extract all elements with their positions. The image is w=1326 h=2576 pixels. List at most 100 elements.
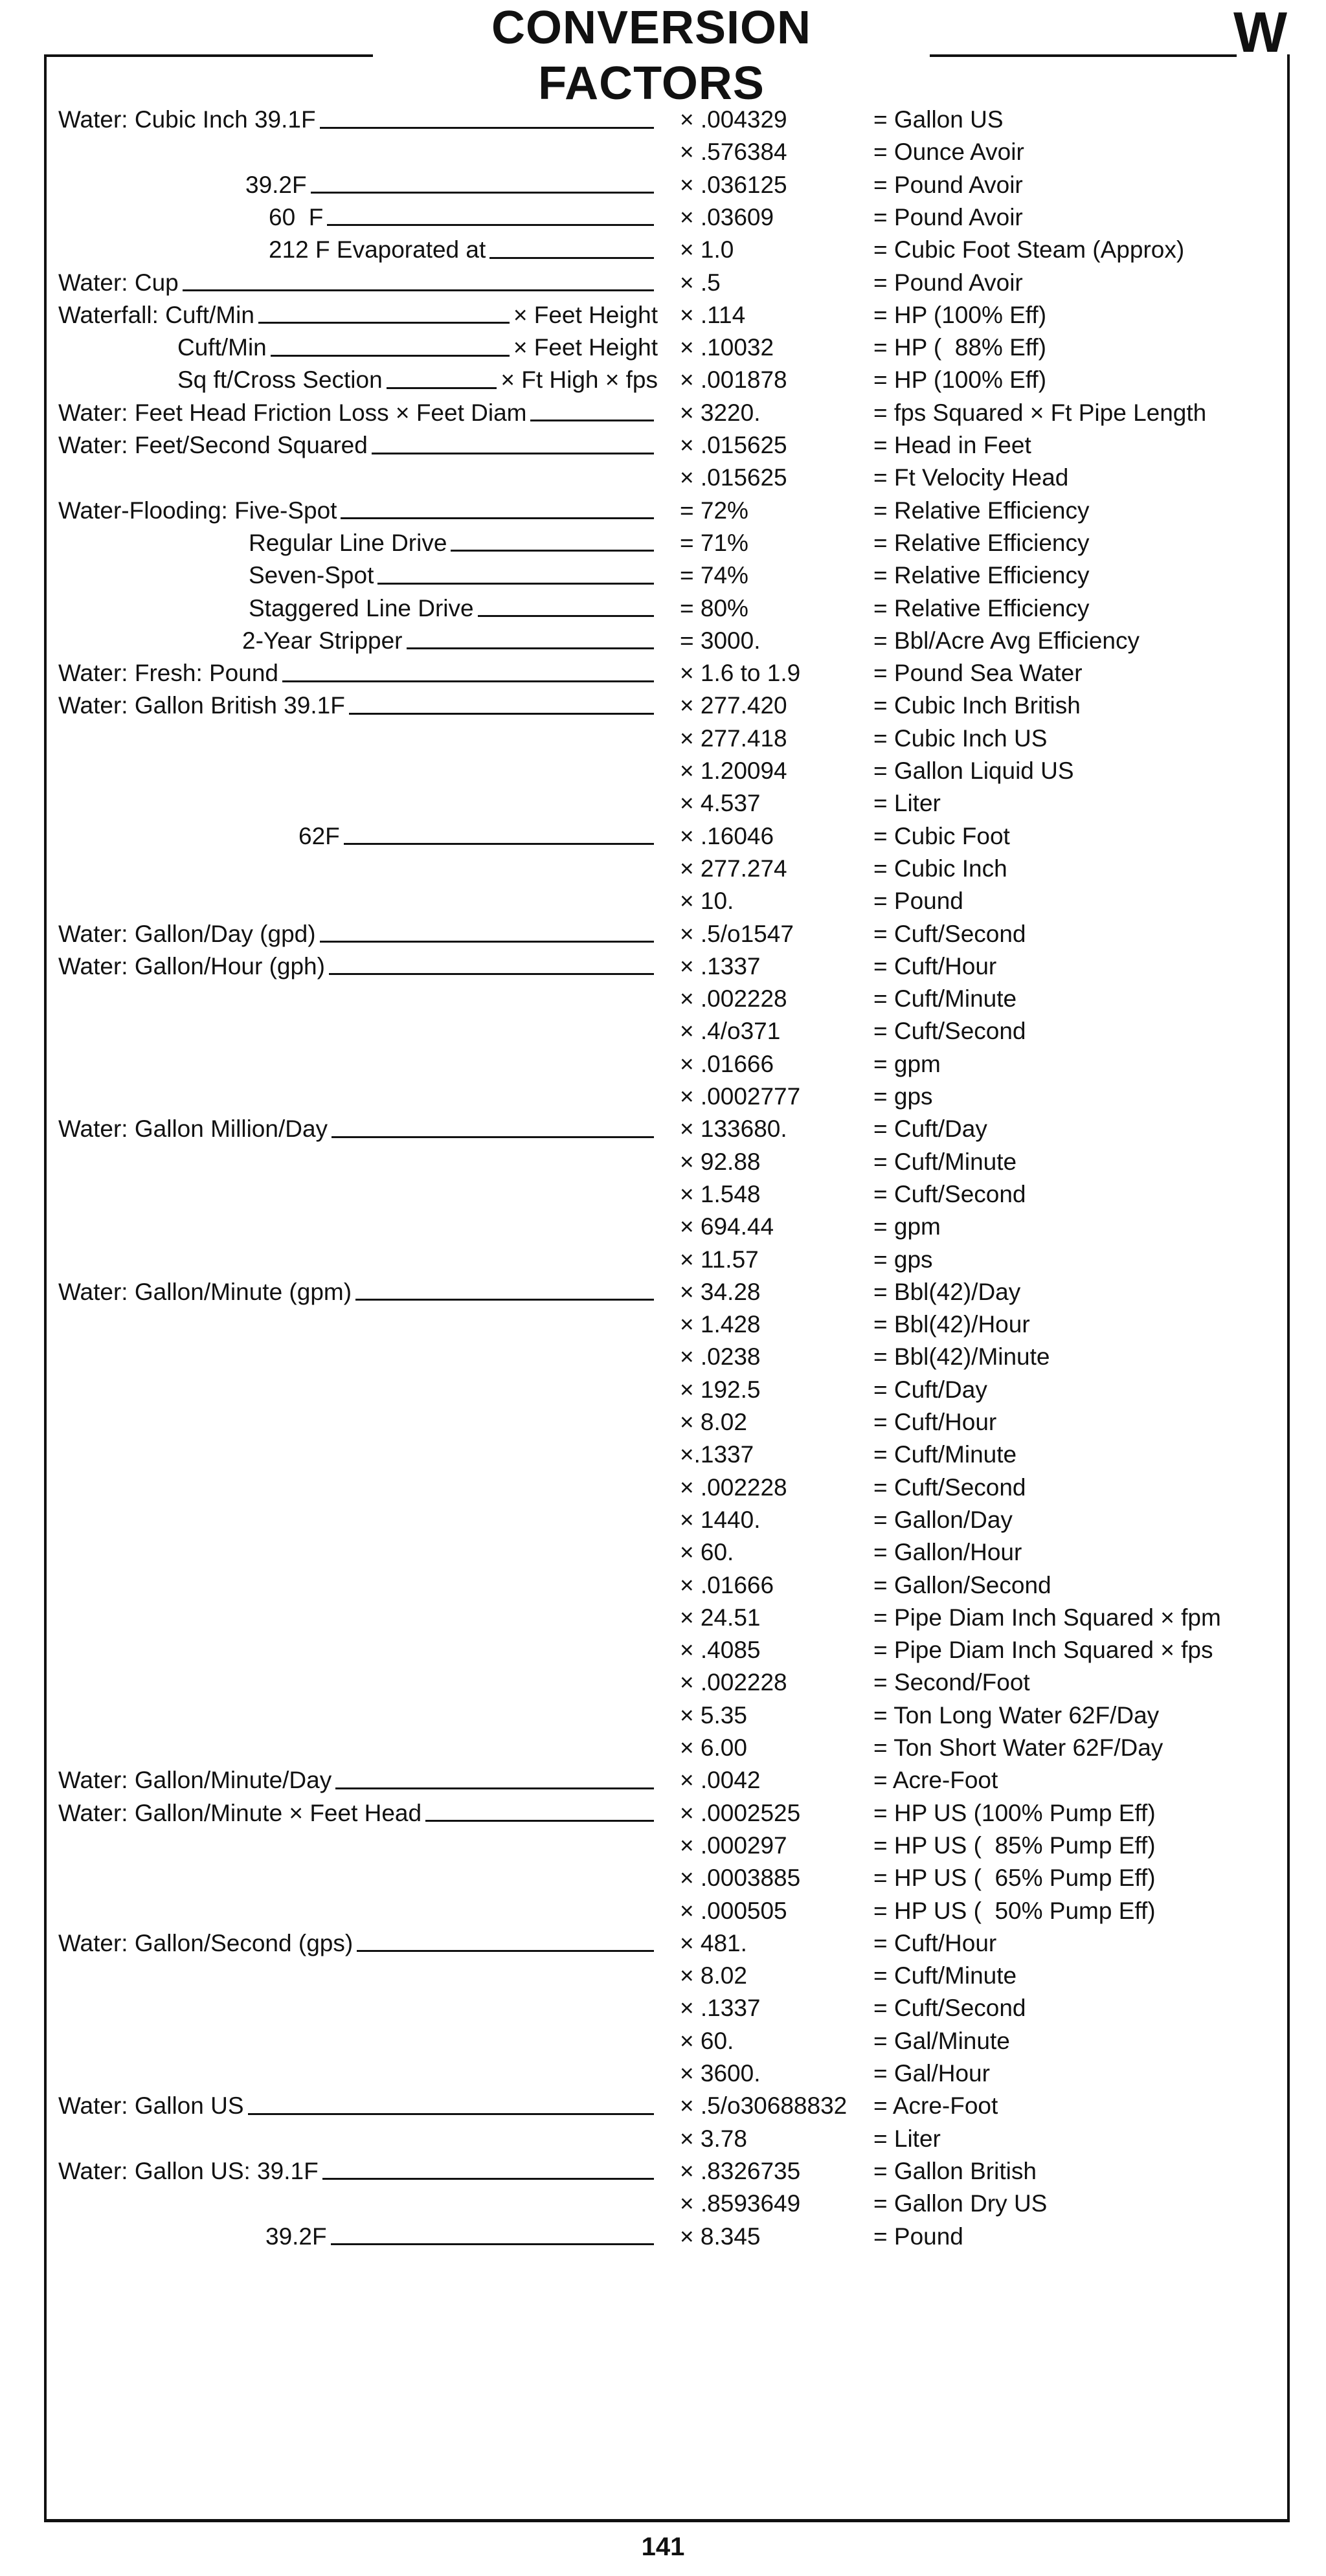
table-row: × 24.51 = Pipe Diam Inch Squared × fpm (0, 1602, 1326, 1634)
table-row: × .1337 = Cuft/Second (0, 1992, 1326, 2024)
top-rule-right (919, 54, 1237, 57)
result-unit: = Cuft/Day (873, 1376, 987, 1403)
result-unit: = Ton Long Water 62F/Day (873, 1701, 1160, 1729)
result-unit: = Pound (873, 2223, 963, 2250)
table-row: × .4/o371 = Cuft/Second (0, 1015, 1326, 1047)
leader-line (182, 289, 654, 291)
label-text: 60 F (269, 203, 324, 230)
factor-value: × .03609 (680, 203, 774, 230)
label-text: 212 F Evaporated at (269, 236, 486, 263)
table-row: × 11.57 = gps (0, 1244, 1326, 1276)
result-unit: = HP ( 88% Eff) (873, 334, 1047, 361)
factor-value: × 192.5 (680, 1376, 761, 1403)
row-label: Sq ft/Cross Section × Ft High × fps (177, 364, 658, 396)
result-unit: = Cuft/Minute (873, 1441, 1017, 1468)
table-row: Water: Gallon/Day (gpd) × .5/o1547 = Cuft/… (0, 918, 1326, 950)
result-unit: = HP (100% Eff) (873, 366, 1047, 394)
table-row: × 277.418 = Cubic Inch US (0, 722, 1326, 755)
row-label: Staggered Line Drive (249, 592, 658, 625)
result-unit: = Relative Efficiency (873, 529, 1090, 556)
row-label: Seven-Spot (249, 559, 658, 592)
row-label: Water: Fresh: Pound (58, 657, 658, 689)
result-unit: = Gallon US (873, 106, 1004, 133)
table-row: × .0238 = Bbl(42)/Minute (0, 1341, 1326, 1373)
label-suffix: × Feet Height (513, 301, 658, 328)
factor-value: × 1.428 (680, 1311, 761, 1338)
factor-value: × 60. (680, 1539, 734, 1566)
result-unit: = Cuft/Second (873, 1018, 1026, 1045)
factor-value: × .16046 (680, 822, 774, 849)
factor-value: = 3000. (680, 627, 761, 654)
result-unit: = Cuft/Hour (873, 1929, 997, 1956)
table-row: 39.2F × .036125 = Pound Avoir (0, 169, 1326, 201)
table-row: × .002228 = Cuft/Second (0, 1472, 1326, 1504)
table-row: Sq ft/Cross Section × Ft High × fps × .001… (0, 364, 1326, 396)
factor-value: × .01666 (680, 1571, 774, 1598)
factor-value: × .015625 (680, 432, 787, 458)
table-row: × 10. = Pound (0, 885, 1326, 917)
label-text: Water: Gallon/Day (gpd) (58, 920, 316, 947)
row-label: Water: Gallon/Minute/Day (58, 1764, 658, 1797)
factor-value: × .004329 (680, 106, 787, 133)
factor-value: × 277.418 (680, 724, 787, 752)
result-unit: = Cuft/Hour (873, 1409, 997, 1435)
row-label: 60 F (269, 201, 658, 234)
leader-line (327, 224, 654, 227)
result-unit: = Bbl/Acre Avg Efficiency (873, 627, 1140, 654)
factor-value: × .001878 (680, 366, 787, 394)
label-text: Water-Flooding: Five-Spot (58, 497, 337, 524)
label-text: 62F (298, 822, 340, 849)
factor-value: × .5/o1547 (680, 920, 794, 947)
result-unit: = Acre-Foot (873, 1767, 998, 1794)
row-label: Water: Gallon/Minute (gpm) (58, 1276, 658, 1308)
leader-line (270, 354, 510, 357)
factor-value: × 481. (680, 1929, 747, 1956)
leader-line (335, 1787, 654, 1789)
label-text: Water: Feet/Second Squared (58, 432, 368, 458)
table-row: Regular Line Drive = 71% = Relative Effici… (0, 527, 1326, 559)
factor-value: × 694.44 (680, 1213, 774, 1240)
result-unit: = Pound Avoir (873, 269, 1023, 296)
label-text: 39.2F (265, 2223, 327, 2250)
result-unit: = HP US ( 65% Pump Eff) (873, 1865, 1156, 1892)
label-text: Water: Gallon Million/Day (58, 1115, 328, 1143)
result-unit: = Relative Efficiency (873, 562, 1090, 589)
table-row: Water: Gallon/Minute (gpm) × 34.28 = Bbl(4… (0, 1276, 1326, 1308)
factor-value: × 8.02 (680, 1409, 747, 1435)
table-row: Water: Gallon Million/Day × 133680. = Cuft… (0, 1113, 1326, 1145)
table-row: × 1.428 = Bbl(42)/Hour (0, 1308, 1326, 1341)
row-label: Water: Cubic Inch 39.1F (58, 104, 658, 136)
table-row: Water: Gallon US × .5/o30688832 = Acre-Foo… (0, 2090, 1326, 2122)
result-unit: = Bbl(42)/Minute (873, 1343, 1050, 1371)
table-row: × .000505 = HP US ( 50% Pump Eff) (0, 1895, 1326, 1927)
label-text: Water: Gallon US (58, 2092, 244, 2120)
table-row: Water: Fresh: Pound × 1.6 to 1.9 = Pound S… (0, 657, 1326, 689)
row-label: Water: Gallon/Hour (gph) (58, 950, 658, 983)
row-label: Water: Cup (58, 267, 658, 299)
table-row: Water: Feet/Second Squared × .015625 = Hea… (0, 429, 1326, 462)
section-letter: W (1233, 0, 1288, 64)
table-row: 2-Year Stripper = 3000. = Bbl/Acre Avg Eff… (0, 625, 1326, 657)
table-row: × 1.548 = Cuft/Second (0, 1178, 1326, 1211)
table-row: 212 F Evaporated at × 1.0 = Cubic Foot Ste… (0, 234, 1326, 266)
factor-value: × 11.57 (680, 1246, 759, 1273)
table-row: Water: Gallon/Minute/Day × .0042 = Acre-Fo… (0, 1764, 1326, 1797)
label-text: Water: Gallon US: 39.1F (58, 2157, 319, 2184)
row-label: Water: Gallon US (58, 2090, 658, 2122)
table-row: Water: Cubic Inch 39.1F × .004329 = Gallon… (0, 104, 1326, 136)
result-unit: = Pound Sea Water (873, 660, 1083, 687)
factor-value: × .5 (680, 269, 721, 296)
table-row: × .576384 = Ounce Avoir (0, 136, 1326, 168)
factor-value: × .0002525 (680, 1799, 801, 1826)
row-label: 39.2F (265, 2221, 658, 2253)
factor-value: × .002228 (680, 985, 787, 1013)
row-label: Waterfall: Cuft/Min × Feet Height (58, 299, 658, 331)
result-unit: = gpm (873, 1050, 941, 1077)
result-unit: = Gallon/Hour (873, 1539, 1022, 1566)
leader-line (386, 386, 497, 389)
factor-value: × 1.548 (680, 1180, 761, 1207)
result-unit: = Cubic Foot Steam (Approx) (873, 236, 1185, 263)
factor-value: × 60. (680, 2027, 734, 2054)
result-unit: = Pipe Diam Inch Squared × fpm (873, 1604, 1221, 1631)
factor-value: = 72% (680, 497, 748, 524)
